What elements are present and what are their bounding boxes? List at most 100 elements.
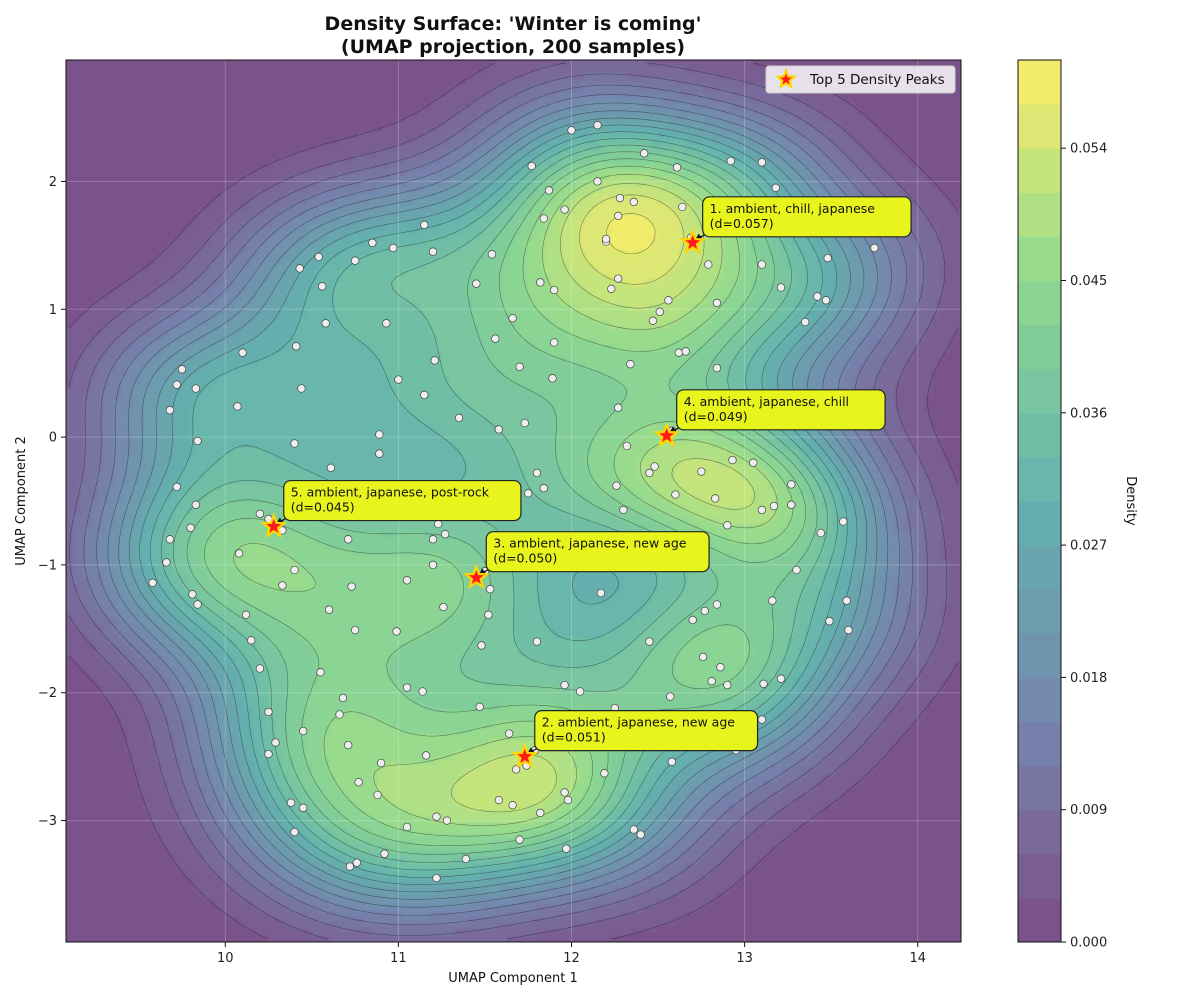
sample-point xyxy=(615,193,625,203)
y-tick-label: −1 xyxy=(38,558,57,573)
sample-point xyxy=(697,467,706,476)
colorbar-band xyxy=(1018,456,1061,502)
sample-point xyxy=(700,606,709,616)
sample-point xyxy=(511,765,521,774)
sample-point xyxy=(771,183,780,192)
sample-point xyxy=(428,247,438,256)
sample-point xyxy=(712,298,722,308)
sample-point xyxy=(485,585,495,594)
sample-point xyxy=(600,769,609,778)
sample-point xyxy=(290,827,299,837)
annotation-box xyxy=(676,389,886,431)
sample-point xyxy=(596,588,606,598)
sample-point xyxy=(655,307,664,316)
contour-line xyxy=(373,173,778,826)
colorbar-band xyxy=(1018,853,1061,899)
sample-point xyxy=(749,458,758,467)
sample-point xyxy=(271,738,280,747)
sample-point xyxy=(757,715,767,724)
sample-point xyxy=(645,637,654,646)
annotation-box xyxy=(702,196,912,238)
annotation-label-line1: 4. ambient, japanese, chill xyxy=(684,394,849,409)
sample-point xyxy=(420,390,429,400)
colorbar-label: Density xyxy=(1123,476,1138,526)
sample-point xyxy=(292,342,301,351)
sample-point xyxy=(475,702,484,711)
peak-star xyxy=(511,742,539,769)
contour-line xyxy=(118,110,878,900)
sample-point xyxy=(434,519,443,529)
sample-point xyxy=(454,413,464,423)
annotation-label-line2: (d=0.051) xyxy=(542,730,606,745)
sample-point xyxy=(494,425,503,434)
sample-point xyxy=(716,663,725,672)
contour-line xyxy=(83,84,913,926)
sample-point xyxy=(711,494,720,503)
sample-point xyxy=(593,121,602,130)
sample-point xyxy=(678,202,687,212)
sample-point xyxy=(295,264,304,273)
sample-point xyxy=(484,610,493,619)
y-axis: −3 −2 −1 0 1 2 xyxy=(38,175,66,829)
sample-point xyxy=(375,430,384,439)
sample-point xyxy=(664,296,673,305)
sample-point xyxy=(776,674,786,683)
sample-point xyxy=(612,481,621,490)
annotation-label-line1: 5. ambient, japanese, post-rock xyxy=(291,485,490,500)
colorbar-band xyxy=(1018,545,1061,590)
peak-annotation: 2. ambient, japanese, new age(d=0.051) xyxy=(511,710,759,769)
sample-point xyxy=(402,576,412,585)
sample-point xyxy=(352,858,361,867)
y-tick-label: −2 xyxy=(38,686,57,701)
sample-point xyxy=(666,692,675,701)
sample-point xyxy=(527,161,536,171)
sample-point xyxy=(350,625,360,635)
sample-point xyxy=(368,238,377,247)
sample-point xyxy=(255,664,265,673)
sample-point xyxy=(648,316,658,325)
sample-point xyxy=(350,256,360,265)
colorbar-ticks: 0.000 0.009 0.018 0.027 0.036 0.045 0.054 xyxy=(1061,142,1107,951)
sample-points xyxy=(148,121,879,883)
sample-point xyxy=(428,560,438,570)
sample-point xyxy=(380,849,389,858)
sample-point xyxy=(442,816,452,825)
sample-point xyxy=(264,707,273,717)
sample-point xyxy=(636,830,645,839)
sample-point xyxy=(238,348,247,357)
sample-point xyxy=(723,680,732,690)
sample-point xyxy=(255,509,265,518)
sample-point xyxy=(247,636,256,645)
peak-annotation: 1. ambient, chill, japanese(d=0.057) xyxy=(679,196,912,255)
contour-line xyxy=(139,124,858,885)
sample-point xyxy=(299,726,308,736)
sample-point xyxy=(344,740,353,750)
sample-point xyxy=(593,177,602,186)
contour-line xyxy=(233,165,794,837)
colorbar-tick-label: 0.054 xyxy=(1070,142,1107,157)
contour-line xyxy=(450,183,756,813)
colorbar-band xyxy=(1018,148,1061,193)
annotation-label-line2: (d=0.045) xyxy=(291,500,355,515)
sample-point xyxy=(354,778,363,787)
sample-point xyxy=(420,220,429,230)
sample-point xyxy=(674,348,683,357)
sample-point xyxy=(707,677,716,686)
sample-point xyxy=(712,363,722,373)
colorbar-band xyxy=(1018,104,1061,149)
sample-point xyxy=(601,234,611,244)
sample-point xyxy=(193,600,202,609)
peak-annotation: 3. ambient, japanese, new age(d=0.050) xyxy=(462,531,710,590)
sample-point xyxy=(629,825,638,834)
sample-point xyxy=(321,319,330,328)
sample-point xyxy=(787,500,796,509)
sample-point xyxy=(402,822,412,832)
sample-point xyxy=(324,605,334,614)
sample-point xyxy=(375,449,384,458)
colorbar-band xyxy=(1018,501,1061,546)
sample-point xyxy=(681,347,690,356)
sample-point xyxy=(299,803,308,812)
sample-point xyxy=(338,693,348,703)
sample-point xyxy=(505,729,514,738)
sample-point xyxy=(607,284,616,293)
